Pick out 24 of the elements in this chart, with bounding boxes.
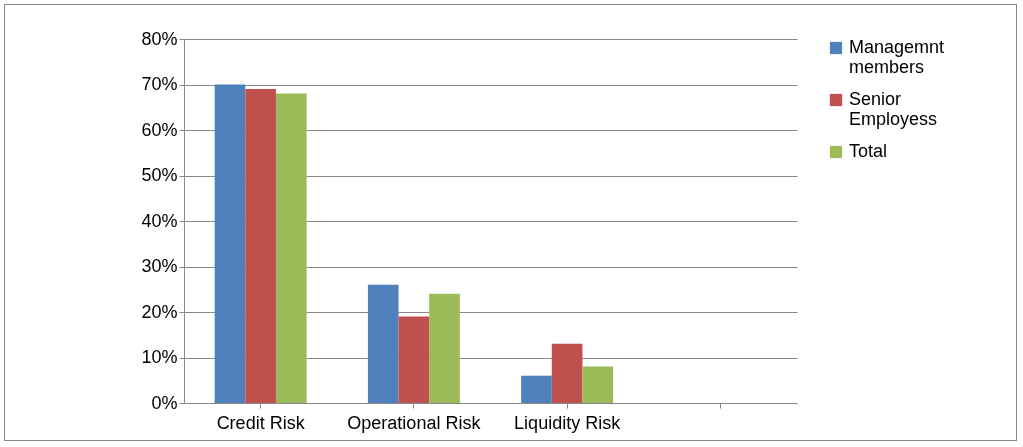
y-tick-label: 20% bbox=[141, 301, 178, 322]
legend-label: Total bbox=[849, 141, 888, 161]
legend-label: Senior Employess bbox=[849, 89, 938, 129]
y-tick-label: 0% bbox=[151, 392, 178, 413]
bar bbox=[245, 89, 276, 403]
bar bbox=[429, 293, 460, 403]
y-tick-label: 80% bbox=[141, 28, 178, 49]
x-tick-label: Credit Risk bbox=[216, 412, 306, 433]
y-tick-label: 70% bbox=[141, 74, 178, 94]
y-tick-label: 50% bbox=[141, 165, 178, 185]
bar bbox=[398, 316, 430, 403]
bar bbox=[551, 343, 583, 403]
y-tick-label: 40% bbox=[141, 210, 178, 231]
bar bbox=[521, 375, 552, 403]
y-tick-label: 60% bbox=[141, 119, 178, 140]
x-tick-label: Operational Risk bbox=[347, 412, 482, 433]
bar bbox=[214, 84, 246, 403]
bar bbox=[275, 93, 307, 403]
bar bbox=[582, 366, 614, 403]
legend-label: Managemnt members bbox=[849, 37, 945, 77]
x-tick-label: Liquidity Risk bbox=[514, 412, 622, 433]
bar bbox=[367, 284, 399, 403]
y-tick-label: 30% bbox=[141, 256, 178, 276]
y-tick-label: 10% bbox=[141, 347, 178, 367]
